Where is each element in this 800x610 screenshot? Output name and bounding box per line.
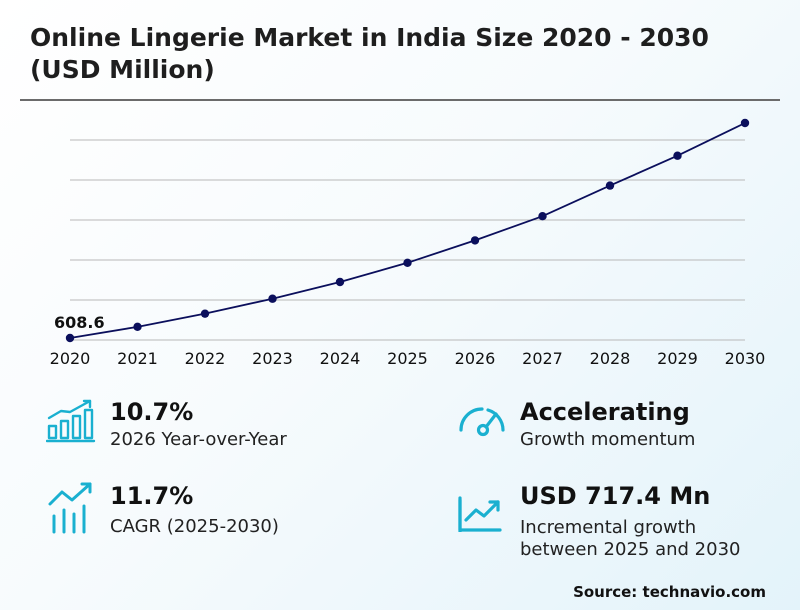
x-tick-label: 2024 — [320, 349, 361, 368]
series-line — [69, 122, 746, 339]
data-point — [268, 294, 277, 303]
data-point — [200, 309, 210, 318]
x-tick-label: 2029 — [657, 349, 698, 368]
x-tick-label: 2025 — [387, 349, 428, 368]
data-point — [133, 322, 142, 332]
x-axis-ticks: 2020 2021 2022 2023 2024 2025 2026 2027 2028 2029… — [50, 349, 766, 368]
x-tick-label: 2023 — [252, 349, 293, 368]
x-tick-label: 2028 — [590, 349, 631, 368]
x-tick-label: 2030 — [725, 349, 766, 368]
title-divider — [20, 99, 780, 101]
stat-yoy-value: 10.7% — [110, 398, 194, 426]
data-point — [403, 258, 412, 267]
data-point — [605, 181, 615, 190]
data-point — [673, 151, 682, 160]
stat-momentum-desc: Growth momentum — [520, 429, 696, 450]
stat-yoy-desc: 2026 Year-over-Year — [110, 429, 287, 450]
data-point — [740, 118, 750, 128]
data-label: 608.6 — [54, 313, 105, 332]
x-tick-label: 2022 — [185, 349, 226, 368]
stat-incremental-desc-2: between 2025 and 2030 — [520, 539, 741, 560]
line-chart: 2020 2021 2022 2023 2024 2025 2026 2027 2028 2029… — [50, 118, 766, 368]
chart-title: Online Lingerie Market in India Size 202… — [30, 23, 709, 84]
trend-chart-icon — [458, 496, 502, 532]
x-tick-label: 2027 — [522, 349, 563, 368]
gauge-icon — [459, 407, 505, 437]
data-point — [470, 236, 480, 245]
x-tick-label: 2020 — [50, 349, 91, 368]
data-points — [65, 118, 750, 343]
data-point — [65, 333, 75, 343]
bar-chart-icon — [46, 399, 96, 443]
data-point — [538, 211, 547, 221]
stat-incremental-desc-1: Incremental growth — [520, 517, 697, 538]
x-tick-label: 2026 — [455, 349, 496, 368]
data-point — [335, 277, 345, 287]
growth-bars-icon — [48, 482, 92, 534]
stat-cagr-value: 11.7% — [110, 482, 194, 510]
x-tick-label: 2021 — [117, 349, 158, 368]
data-labels: 608.6 — [54, 313, 105, 332]
stat-momentum-value: Accelerating — [520, 398, 690, 426]
stat-incremental-value: USD 717.4 Mn — [520, 482, 711, 510]
stat-cagr-desc: CAGR (2025-2030) — [110, 516, 279, 537]
source-credit: Source: technavio.com — [573, 583, 766, 601]
